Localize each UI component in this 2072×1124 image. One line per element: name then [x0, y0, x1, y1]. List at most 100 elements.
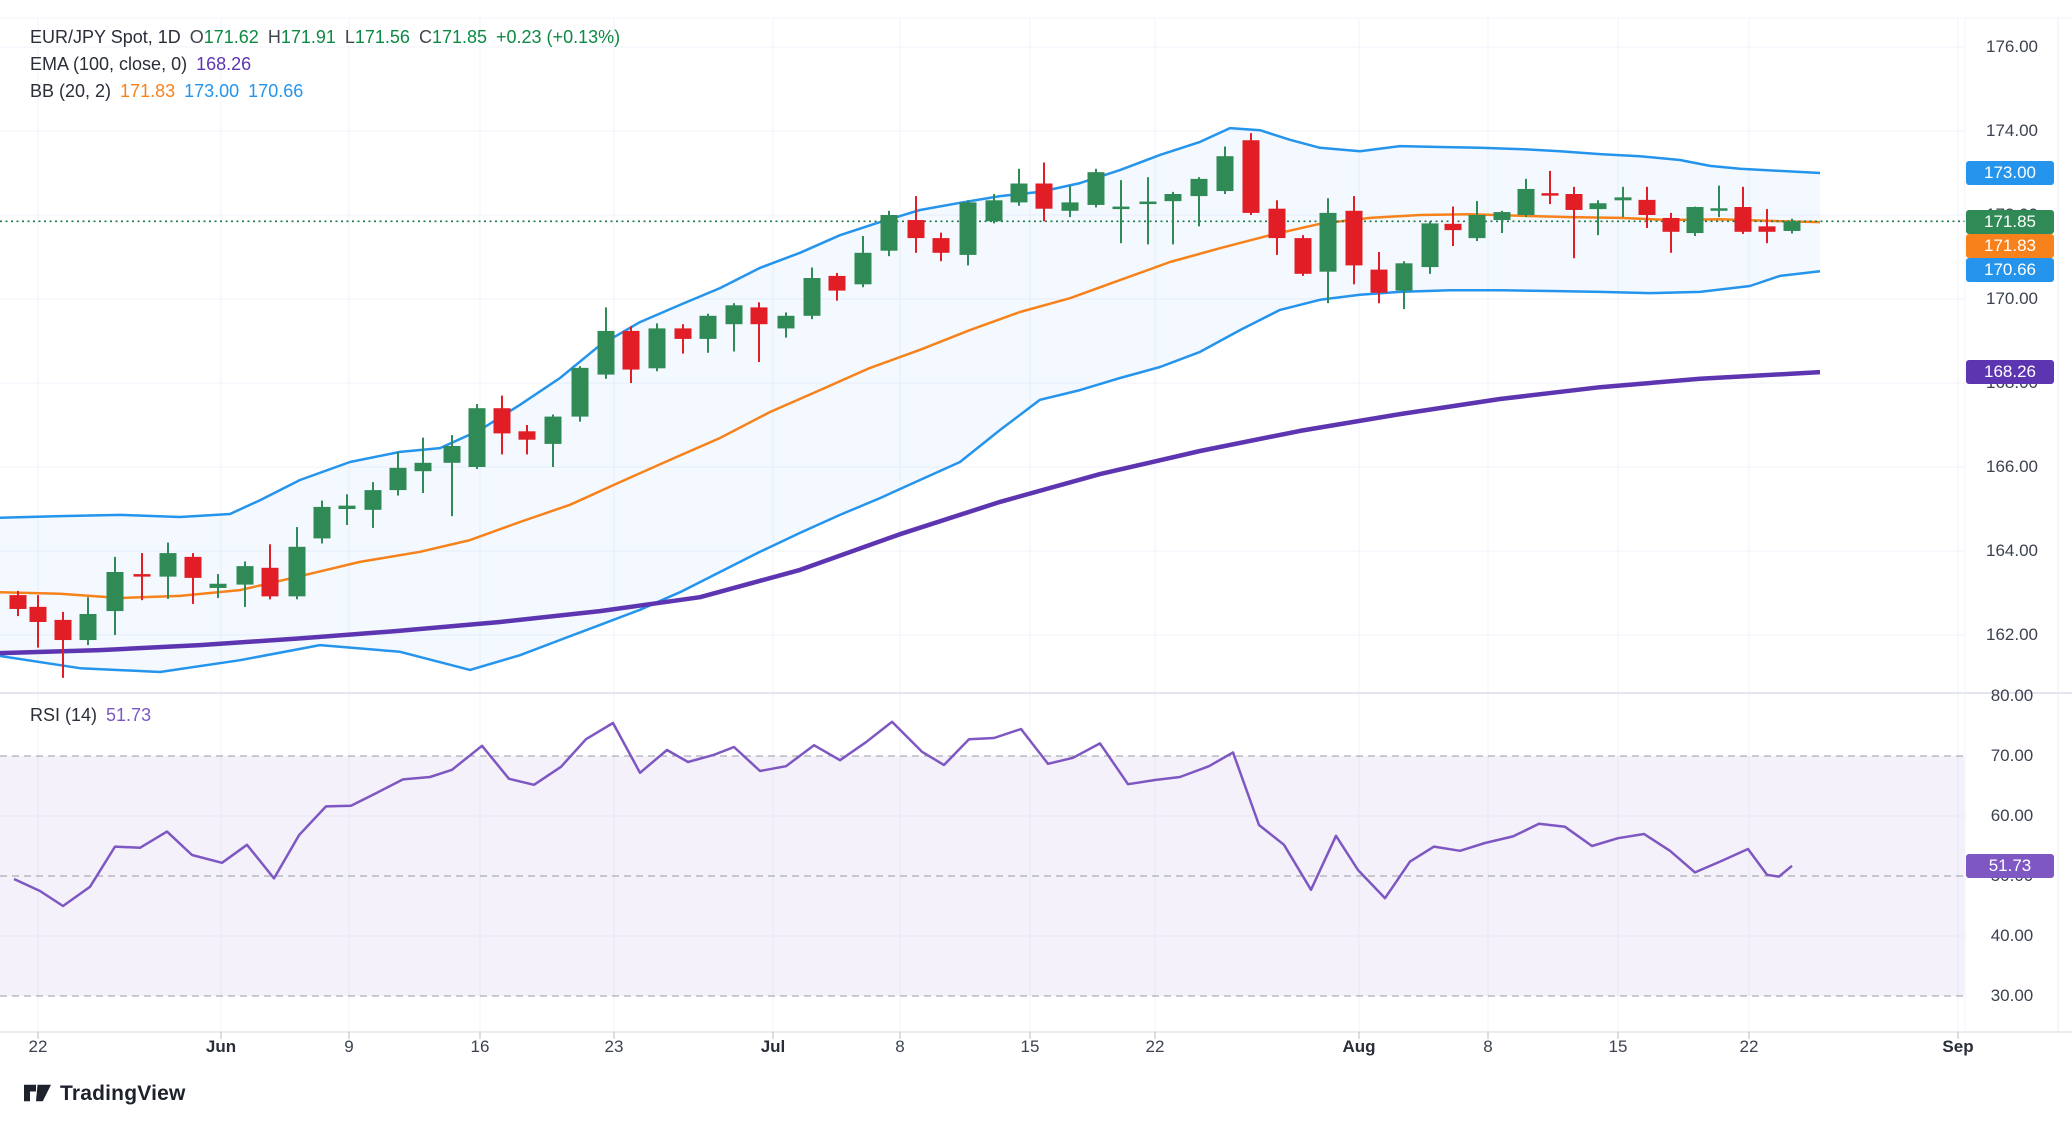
- candle-body: [750, 307, 768, 325]
- candle-body: [1662, 217, 1680, 232]
- candle-body: [518, 431, 536, 440]
- candle-body: [1087, 172, 1105, 205]
- rsi-label: RSI (14): [30, 705, 98, 725]
- price-axis-label: 176.00: [1986, 37, 2038, 56]
- bb-fill: [0, 128, 1820, 673]
- candle-body: [133, 574, 151, 577]
- price-badge-170.66: 170.66: [1966, 258, 2054, 282]
- candle-body: [1493, 212, 1511, 221]
- candle-body: [79, 614, 97, 641]
- time-axis-label-8: 8: [1483, 1037, 1493, 1056]
- time-axis-label-Aug: Aug: [1342, 1037, 1376, 1056]
- bb-lower-value: 170.66: [248, 81, 304, 101]
- candle-body: [854, 252, 872, 285]
- candle-body: [985, 200, 1003, 222]
- candle-body: [1242, 140, 1260, 213]
- candle-body: [468, 408, 486, 467]
- candle-body: [907, 220, 925, 239]
- candle-body: [1517, 188, 1535, 215]
- time-axis-label-Jun: Jun: [205, 1037, 237, 1056]
- candle-body: [571, 367, 589, 417]
- candle-body: [597, 330, 615, 375]
- bb-upper-value: 173.00: [184, 81, 240, 101]
- time-axis-label-8: 8: [895, 1037, 905, 1056]
- candle-body: [648, 328, 666, 369]
- candle-body: [1112, 206, 1130, 210]
- ema-legend-row[interactable]: EMA (100, close, 0) 168.26: [30, 51, 620, 78]
- candle-body: [1164, 194, 1182, 202]
- candle-body: [1010, 183, 1028, 203]
- rsi-axis-label: 30.00: [1990, 986, 2034, 1005]
- candle-body: [1734, 207, 1752, 232]
- ema100-line: [0, 369, 1821, 656]
- indicator-legend: EUR/JPY Spot, 1D O171.62 H171.91 L171.56 C17…: [30, 24, 620, 105]
- candle-body: [1370, 269, 1388, 293]
- candle-body: [880, 215, 898, 251]
- symbol-legend-row[interactable]: EUR/JPY Spot, 1D O171.62 H171.91 L171.56 C17…: [30, 24, 620, 51]
- candle-body: [261, 567, 279, 597]
- candle-body: [493, 408, 511, 434]
- time-axis-label-22: 22: [1145, 1037, 1165, 1056]
- ema-label: EMA (100, close, 0): [30, 54, 188, 74]
- candle-body: [1035, 183, 1053, 209]
- time-axis-label-23: 23: [604, 1037, 624, 1056]
- time-axis-label-9: 9: [344, 1037, 354, 1056]
- candle-body: [54, 619, 72, 641]
- candle-body: [777, 315, 795, 329]
- price-badge-51.73: 51.73: [1966, 854, 2054, 878]
- rsi-axis-label: 70.00: [1990, 746, 2034, 765]
- low-label: L: [344, 27, 355, 47]
- rsi-legend-row[interactable]: RSI (14) 51.73: [30, 702, 151, 728]
- candle-body: [1783, 221, 1801, 231]
- price-axis-label: 174.00: [1986, 121, 2038, 140]
- candle-body: [29, 606, 47, 622]
- rsi-line: [13, 720, 1793, 908]
- price-badge-171.83: 171.83: [1966, 234, 2054, 258]
- candle-body: [1541, 193, 1559, 196]
- tradingview-logo-text: TradingView: [60, 1082, 186, 1105]
- candle-body: [828, 275, 846, 291]
- candle-body: [674, 328, 692, 339]
- bb-legend-row[interactable]: BB (20, 2) 171.83 173.00 170.66: [30, 78, 620, 105]
- change-value: +0.23 (+0.13%): [496, 27, 621, 47]
- candle-body: [1139, 201, 1157, 205]
- close-value: 171.85: [431, 27, 488, 47]
- candle-body: [209, 583, 227, 588]
- high-value: 171.91: [280, 27, 336, 47]
- candle-body: [389, 467, 407, 491]
- time-axis-label-Jul: Jul: [760, 1037, 786, 1056]
- candle-body: [1710, 208, 1728, 211]
- candle-body: [1565, 194, 1583, 210]
- rsi-axis-label: 80.00: [1990, 686, 2034, 705]
- price-badge-168.26: 168.26: [1966, 360, 2054, 384]
- candle-body: [1319, 212, 1337, 272]
- candle-body: [544, 416, 562, 444]
- rsi-axis-label: 60.00: [1990, 806, 2034, 825]
- bb-upper-line: [0, 126, 1821, 520]
- candle-body: [1061, 202, 1079, 211]
- candle-body: [443, 446, 461, 463]
- candle-body: [1589, 203, 1607, 210]
- candle-body: [959, 202, 977, 255]
- candle-body: [159, 553, 177, 577]
- candle-body: [1421, 223, 1439, 268]
- rsi-value: 51.73: [106, 705, 152, 725]
- candle-body: [338, 505, 356, 509]
- candle-body: [1468, 215, 1486, 239]
- price-badge-171.85: 171.85: [1966, 210, 2054, 234]
- time-axis-label-22: 22: [28, 1037, 48, 1056]
- tradingview-logo[interactable]: TradingView: [24, 1082, 186, 1106]
- candle-body: [1686, 207, 1704, 234]
- ema-value: 168.26: [196, 54, 252, 74]
- candle-body: [1758, 226, 1776, 232]
- candle-body: [1614, 197, 1632, 201]
- price-axis-label: 166.00: [1986, 457, 2038, 476]
- candle-body: [1190, 178, 1208, 197]
- candle-body: [1638, 199, 1656, 215]
- open-label: O: [189, 27, 204, 47]
- close-label: C: [418, 27, 432, 47]
- candle-body: [364, 490, 382, 510]
- bb-basis-line: [0, 212, 1821, 600]
